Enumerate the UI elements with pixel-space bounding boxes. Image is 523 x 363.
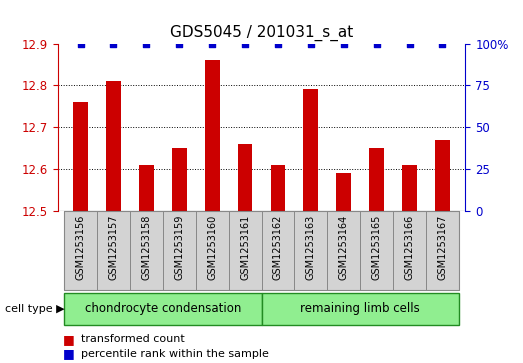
Text: ■: ■ [63, 333, 74, 346]
Bar [336, 173, 351, 211]
Point [208, 41, 217, 46]
Text: GSM1253164: GSM1253164 [339, 215, 349, 280]
Text: GSM1253158: GSM1253158 [141, 215, 151, 280]
Text: GSM1253161: GSM1253161 [240, 215, 250, 280]
Bar [64, 293, 262, 325]
Point [175, 41, 184, 46]
Bar [130, 211, 163, 290]
Point [438, 41, 447, 46]
Bar [97, 211, 130, 290]
Text: percentile rank within the sample: percentile rank within the sample [81, 349, 269, 359]
Bar [106, 81, 121, 211]
Text: GSM1253163: GSM1253163 [306, 215, 316, 280]
Title: GDS5045 / 201031_s_at: GDS5045 / 201031_s_at [170, 25, 353, 41]
Point [142, 41, 151, 46]
Bar [327, 211, 360, 290]
Bar [262, 211, 294, 290]
Bar [262, 293, 459, 325]
Text: remaining limb cells: remaining limb cells [300, 302, 420, 315]
Text: GSM1253165: GSM1253165 [372, 215, 382, 280]
Bar [172, 148, 187, 211]
Bar [237, 144, 253, 211]
Point [76, 41, 85, 46]
Point [339, 41, 348, 46]
Bar [360, 211, 393, 290]
Text: transformed count: transformed count [81, 334, 185, 344]
Text: GSM1253160: GSM1253160 [207, 215, 217, 280]
Bar [229, 211, 262, 290]
Bar [435, 140, 450, 211]
Bar [294, 211, 327, 290]
Text: ■: ■ [63, 347, 74, 360]
Text: GSM1253166: GSM1253166 [405, 215, 415, 280]
Bar [139, 165, 154, 211]
Bar [163, 211, 196, 290]
Text: GSM1253156: GSM1253156 [75, 215, 86, 280]
Bar [270, 165, 286, 211]
Bar [393, 211, 426, 290]
Text: GSM1253167: GSM1253167 [437, 215, 448, 280]
Point [274, 41, 282, 46]
Point [372, 41, 381, 46]
Bar [64, 211, 97, 290]
Bar [369, 148, 384, 211]
Bar [196, 211, 229, 290]
Bar [204, 60, 220, 211]
Point [109, 41, 118, 46]
Text: cell type ▶: cell type ▶ [5, 303, 65, 314]
Text: GSM1253159: GSM1253159 [174, 215, 184, 280]
Text: chondrocyte condensation: chondrocyte condensation [85, 302, 241, 315]
Bar [73, 102, 88, 211]
Point [241, 41, 249, 46]
Point [405, 41, 414, 46]
Point [306, 41, 315, 46]
Text: GSM1253157: GSM1253157 [108, 215, 118, 280]
Bar [402, 165, 417, 211]
Bar [303, 90, 319, 211]
Bar [426, 211, 459, 290]
Text: GSM1253162: GSM1253162 [273, 215, 283, 280]
